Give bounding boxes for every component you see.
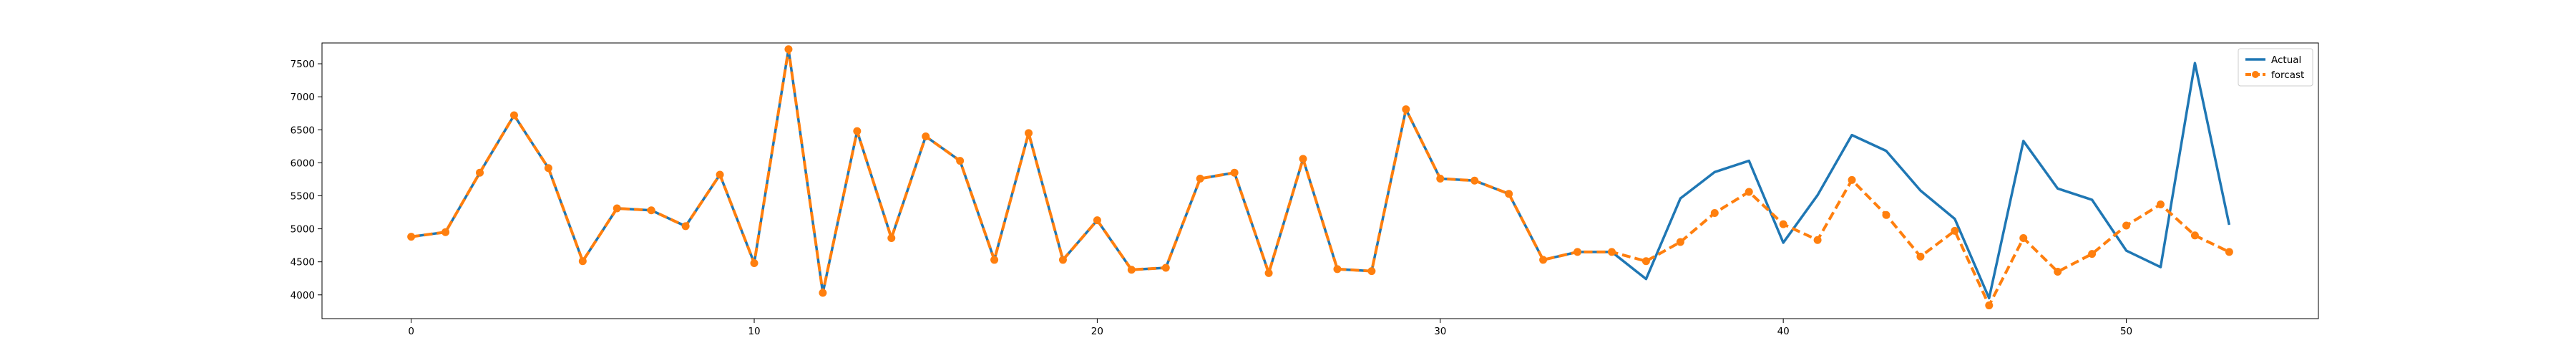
point-forcast <box>509 111 518 120</box>
point-forcast <box>2190 231 2199 240</box>
point-forcast <box>1574 248 1582 256</box>
point-forcast <box>1058 256 1067 264</box>
point-forcast <box>1333 265 1342 274</box>
legend: Actual forcast <box>2238 48 2313 87</box>
y-tick-label: 6000 <box>291 158 315 169</box>
y-tick-label: 4000 <box>291 290 315 301</box>
point-forcast <box>750 259 758 268</box>
point-forcast <box>1436 175 1445 183</box>
x-axis: 0 10 20 30 40 50 <box>408 319 2132 337</box>
point-forcast <box>819 289 827 297</box>
point-forcast <box>1779 220 1787 228</box>
point-forcast <box>613 204 621 213</box>
series-line-forcast <box>411 47 2230 307</box>
y-axis: 4000 4500 5000 5500 6000 6500 7000 7500 <box>291 59 322 301</box>
point-forcast <box>1985 301 1994 310</box>
point-forcast <box>1641 257 1650 266</box>
point-forcast <box>647 206 655 215</box>
y-tick-label: 4500 <box>291 257 315 268</box>
point-forcast <box>1127 266 1136 274</box>
point-forcast <box>1161 263 1170 272</box>
point-forcast <box>407 233 416 241</box>
point-forcast <box>1813 236 1822 244</box>
legend-label-forcast: forcast <box>2271 69 2304 81</box>
point-forcast <box>887 234 896 242</box>
point-forcast <box>1505 190 1513 198</box>
point-forcast <box>1230 168 1239 177</box>
point-forcast <box>990 256 999 264</box>
point-forcast <box>853 127 862 135</box>
series-layer <box>407 45 2233 310</box>
point-forcast <box>1470 176 1479 185</box>
point-forcast <box>1951 226 1959 235</box>
y-tick-label: 7500 <box>291 59 315 70</box>
point-forcast <box>2122 221 2131 230</box>
point-forcast <box>2088 250 2097 258</box>
point-forcast <box>1848 175 1856 184</box>
point-forcast <box>2156 200 2165 208</box>
point-forcast <box>476 168 484 177</box>
point-forcast <box>1539 256 1548 264</box>
y-tick-label: 5500 <box>291 190 315 202</box>
point-forcast <box>1367 267 1376 276</box>
x-tick-label: 40 <box>1777 326 1790 337</box>
legend-label-actual: Actual <box>2271 54 2301 66</box>
point-forcast <box>1710 208 1719 217</box>
point-forcast <box>544 164 552 173</box>
y-tick-label: 6500 <box>291 125 315 136</box>
point-forcast <box>1676 238 1684 246</box>
plot-frame <box>321 42 2319 319</box>
x-tick-label: 20 <box>1091 326 1103 337</box>
point-forcast <box>1402 105 1410 114</box>
y-tick-label: 5000 <box>291 224 315 236</box>
point-forcast <box>1264 268 1273 277</box>
point-forcast <box>1916 252 1925 261</box>
x-tick-label: 0 <box>408 326 414 337</box>
point-forcast <box>2225 248 2233 256</box>
point-forcast <box>716 170 724 179</box>
x-tick-label: 30 <box>1434 326 1446 337</box>
point-forcast <box>1299 155 1307 163</box>
point-forcast <box>2019 234 2028 242</box>
x-tick-label: 50 <box>2120 326 2132 337</box>
point-forcast <box>784 45 793 54</box>
point-forcast <box>441 228 450 236</box>
point-forcast <box>2054 268 2062 276</box>
point-forcast <box>956 157 965 165</box>
legend-marker-forcast <box>2252 71 2259 78</box>
point-forcast <box>1196 175 1204 183</box>
y-tick-label: 7000 <box>291 92 315 103</box>
x-tick-label: 10 <box>748 326 760 337</box>
point-forcast <box>1025 129 1033 137</box>
point-forcast <box>681 222 690 231</box>
point-forcast <box>1745 188 1753 196</box>
point-forcast <box>578 257 587 266</box>
point-forcast <box>1607 248 1616 256</box>
point-forcast <box>1093 216 1101 225</box>
point-forcast <box>1882 211 1890 219</box>
point-forcast <box>922 132 930 140</box>
